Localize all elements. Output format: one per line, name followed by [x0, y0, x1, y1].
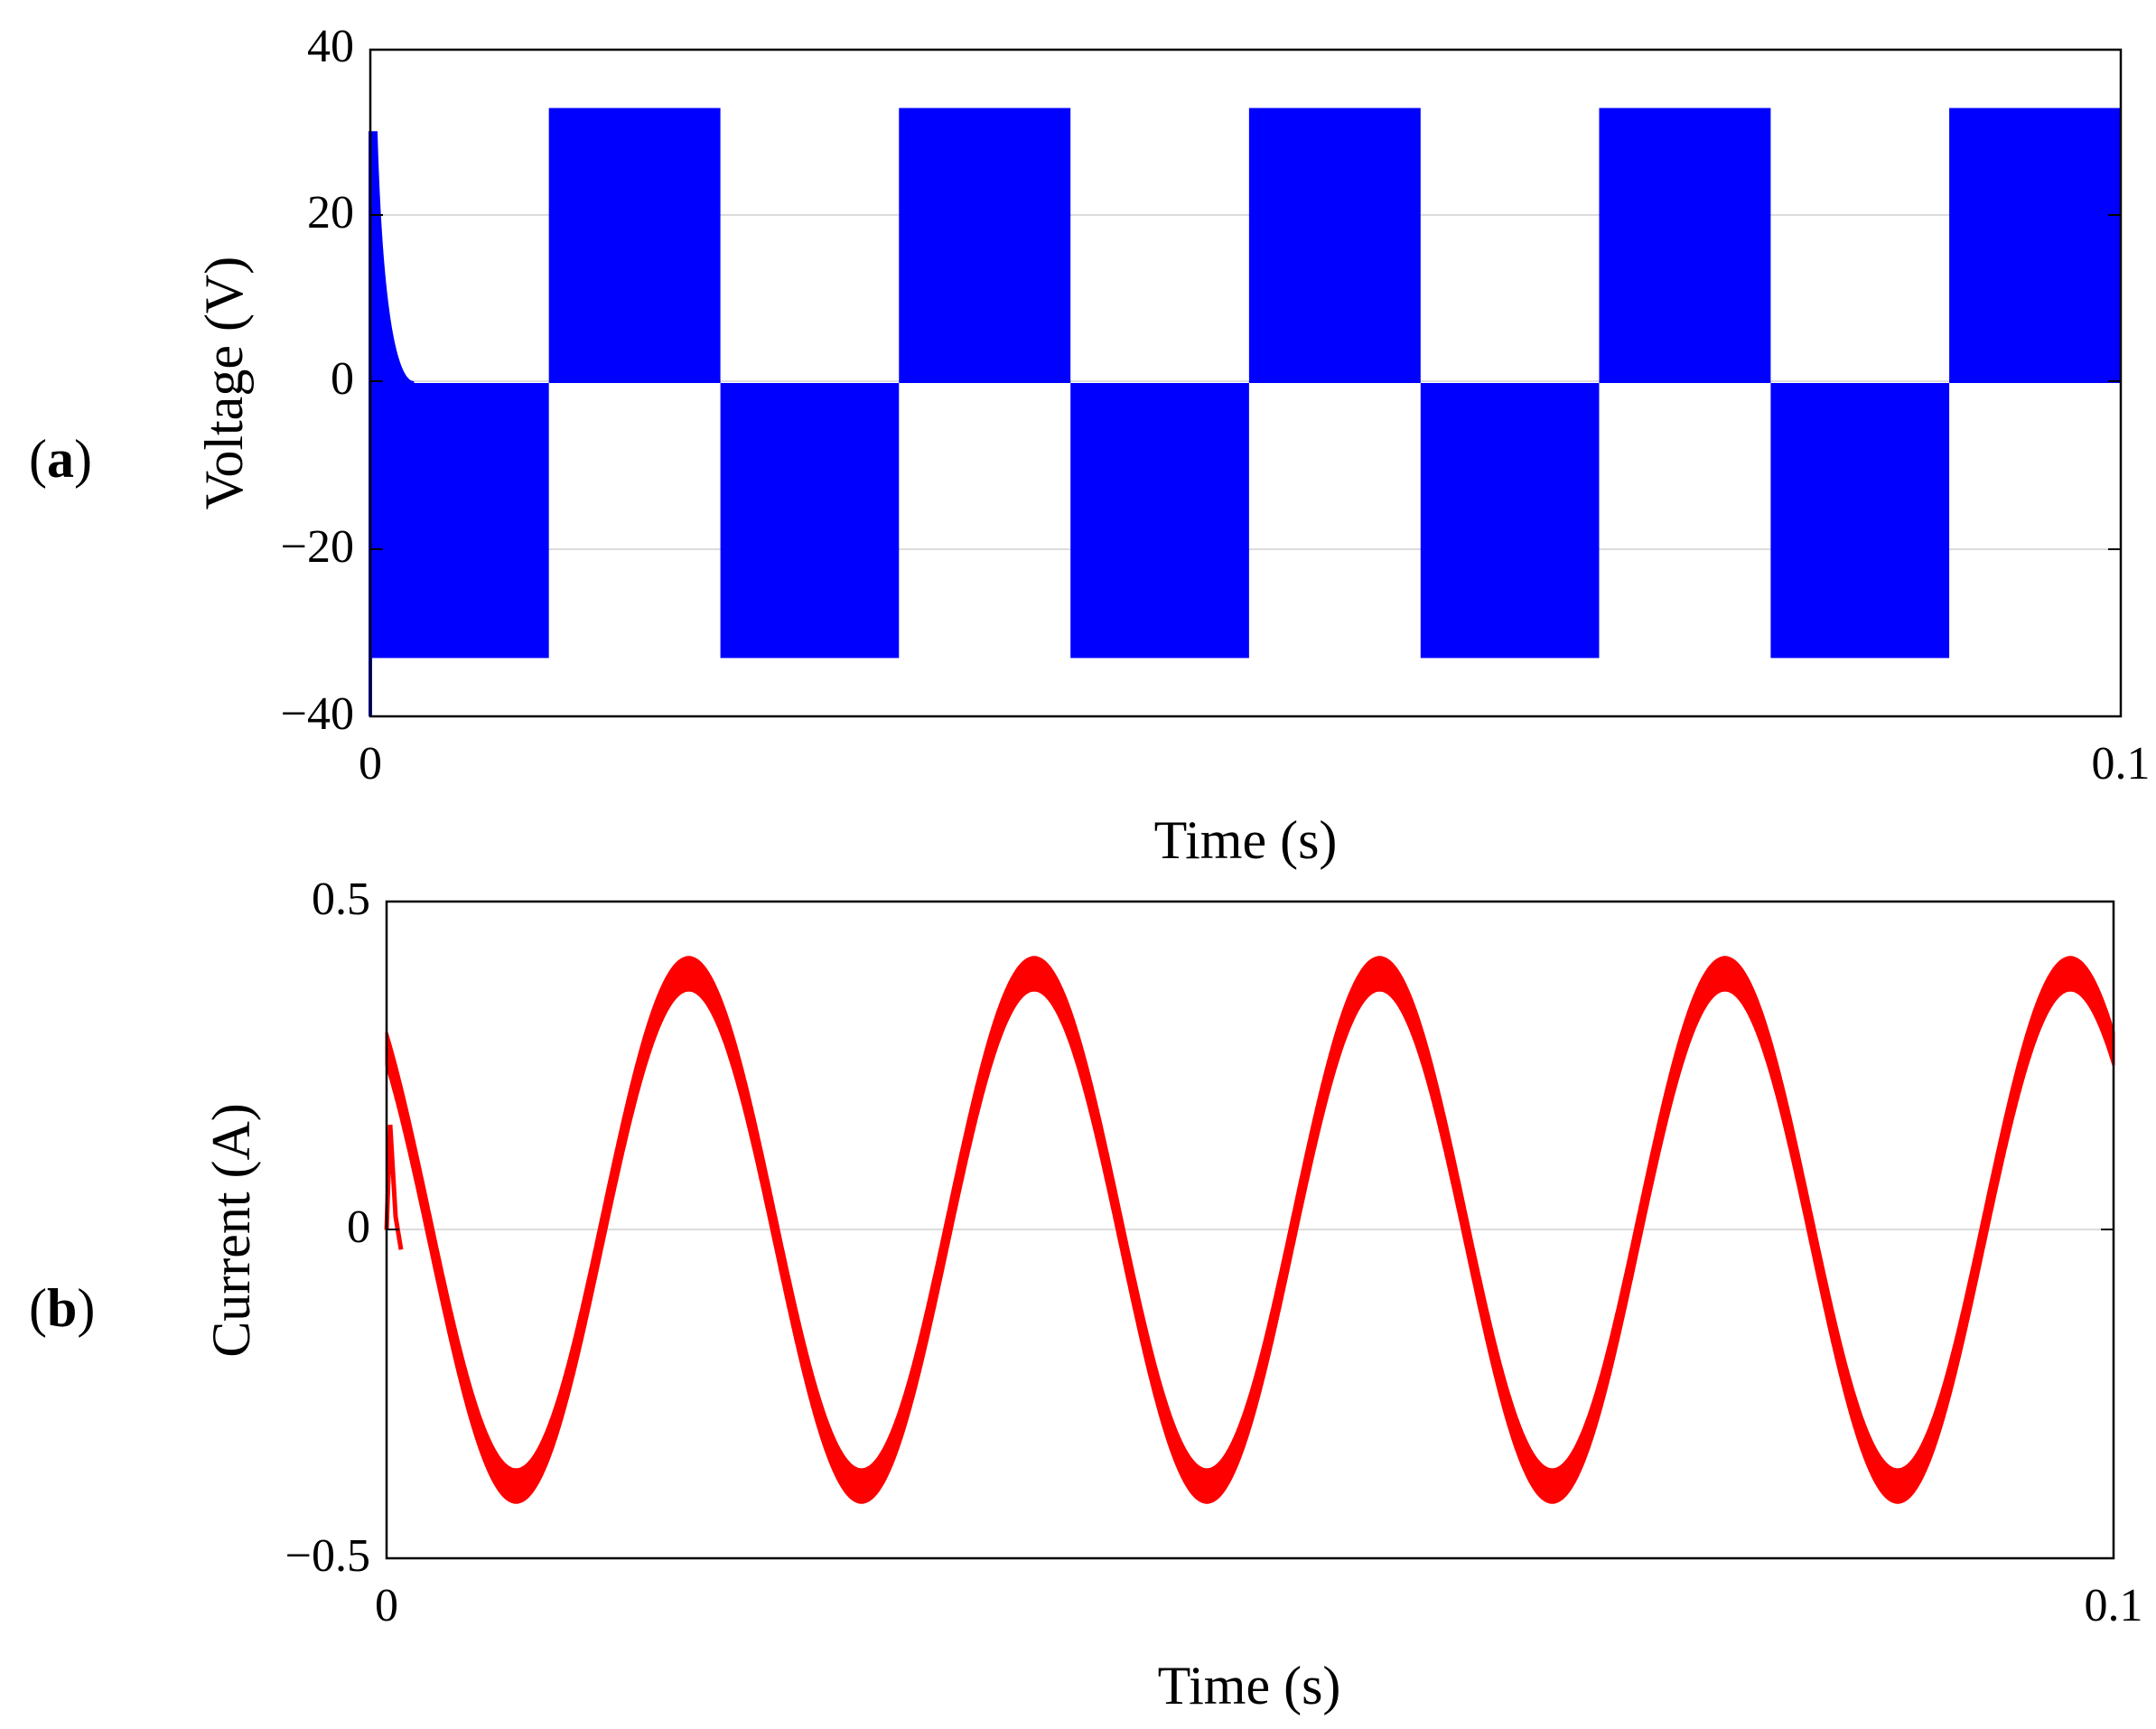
voltage-band-8 [1599, 107, 1771, 383]
chart-a-axes-frame [369, 48, 2123, 718]
voltage-band-9 [1770, 383, 1950, 659]
chart-b-y-ticks [387, 901, 2114, 1559]
chart-b-y-axis-label: Current (A) [201, 1103, 261, 1358]
panel-b-letter: (b) [29, 1278, 95, 1338]
chart-a-ytick-label: 20 [307, 187, 354, 238]
chart-b-ytick-label: 0 [347, 1201, 370, 1253]
chart-a-ytick-label: −20 [281, 521, 354, 573]
voltage-band-1 [370, 383, 549, 659]
chart-a-y-tick-labels: 40 20 0 −20 −40 [281, 21, 354, 740]
chart-b-x-tick-labels: 0 0.1 [375, 1580, 2143, 1631]
chart-b-xtick-label: 0.1 [2085, 1580, 2143, 1631]
voltage-band-7 [1420, 383, 1600, 659]
chart-a-x-tick-labels: 0 0.1 [359, 738, 2151, 790]
chart-a-y-axis-label: Voltage (V) [194, 257, 254, 510]
chart-b-y-tick-labels: 0.5 0 −0.5 [285, 874, 370, 1582]
chart-b-ytick-label: 0.5 [312, 874, 370, 925]
current-initial-spike [384, 1125, 404, 1250]
voltage-band-2 [548, 107, 721, 383]
voltage-band-3 [720, 383, 900, 659]
chart-a-voltage-series [369, 107, 2121, 716]
voltage-initial-spike [369, 131, 415, 716]
voltage-band-6 [1248, 107, 1421, 383]
panel-a-letter: (a) [29, 429, 92, 489]
chart-a-xtick-label: 0.1 [2092, 738, 2151, 790]
chart-a-y-ticks [370, 49, 2121, 717]
voltage-band-5 [1070, 383, 1249, 659]
chart-a-x-axis-label: Time (s) [1154, 810, 1338, 870]
panel-a: (a) 40 20 0 −20 −40 [29, 21, 2151, 870]
voltage-band-10 [1949, 107, 2121, 383]
chart-a-ytick-label: 0 [331, 353, 354, 405]
chart-b-xtick-label: 0 [375, 1580, 398, 1631]
chart-a-ytick-label: 40 [307, 21, 354, 72]
chart-a-ytick-label: −40 [281, 688, 354, 740]
voltage-band-4 [899, 107, 1071, 383]
chart-a-xtick-label: 0 [359, 738, 382, 790]
chart-b-ytick-label: −0.5 [285, 1530, 370, 1582]
chart-b-x-axis-label: Time (s) [1158, 1656, 1341, 1715]
panel-b: (b) 0.5 0 −0.5 0 0.1 Time (s) Current (A… [29, 874, 2143, 1715]
